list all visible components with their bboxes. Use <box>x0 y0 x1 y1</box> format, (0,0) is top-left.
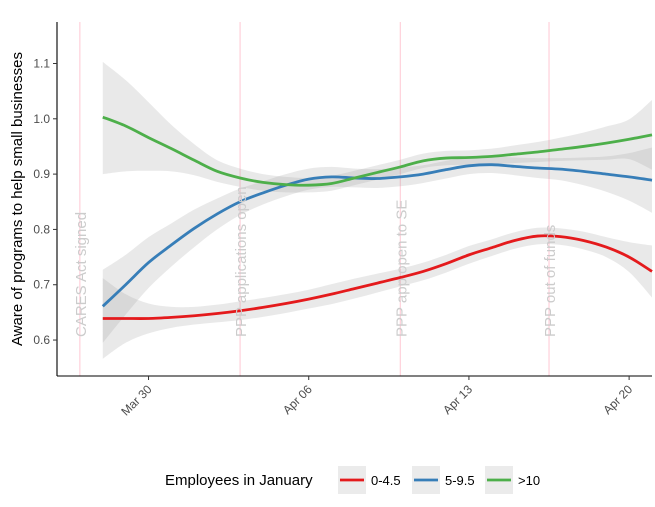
series-line-2 <box>102 115 653 187</box>
y-tick-label-3: 0.9 <box>33 167 50 181</box>
event-label-2: PPP app open to SE <box>393 200 410 337</box>
confidence-bands <box>102 61 652 359</box>
event-labels: CARES Act signed PPP applications open PPP… <box>73 186 559 337</box>
event-label-0: CARES Act signed <box>73 212 90 337</box>
x-tick-label-2: Apr 13 <box>440 382 475 417</box>
y-tick-label-2: 0.8 <box>33 222 50 236</box>
x-tick-label-3: Apr 20 <box>600 382 635 417</box>
x-tick-label-1: Apr 06 <box>280 382 315 417</box>
y-tick-label-0: 0.6 <box>33 333 50 347</box>
legend-label-1: 5-9.5 <box>445 473 475 488</box>
legend: Employees in January 0-4.5 5-9.5 >10 <box>165 466 540 494</box>
legend-label-2: >10 <box>518 473 540 488</box>
legend-title: Employees in January <box>165 472 313 489</box>
y-tick-label-4: 1.0 <box>33 112 50 126</box>
ci-band-2 <box>102 61 652 193</box>
y-tick-label-1: 0.7 <box>33 278 50 292</box>
event-label-3: PPP out of funds <box>542 225 559 337</box>
series-lines <box>101 115 653 320</box>
series-line-1 <box>101 163 653 308</box>
ci-band-0 <box>102 227 652 359</box>
y-tick-label-5: 1.1 <box>33 56 50 70</box>
event-lines <box>79 22 550 376</box>
ci-band-1 <box>102 147 652 343</box>
series-line-0 <box>102 234 653 320</box>
x-tick-label-0: Mar 30 <box>118 382 155 419</box>
event-label-1: PPP applications open <box>233 186 250 337</box>
y-axis-title: Aware of programs to help small business… <box>9 52 26 346</box>
legend-label-0: 0-4.5 <box>371 473 401 488</box>
